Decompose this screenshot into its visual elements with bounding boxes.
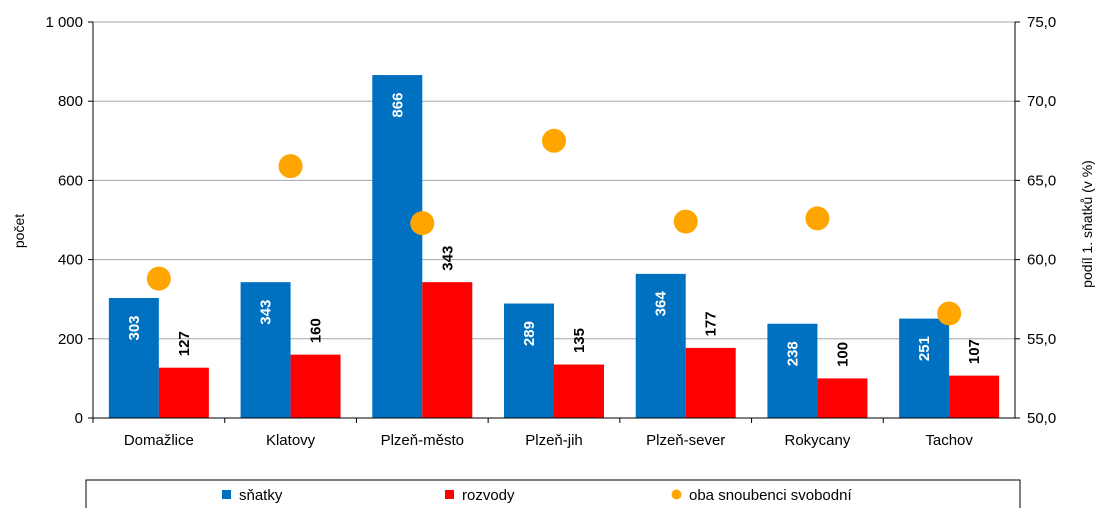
legend-swatch — [445, 490, 454, 499]
marker-oba-snoubenci — [937, 301, 962, 326]
bar-snatky — [504, 303, 554, 418]
y-axis-title: počet — [11, 214, 27, 248]
bar-rozvody — [949, 375, 1000, 418]
data-label-rozvody: 127 — [176, 331, 193, 356]
legend-swatch — [671, 489, 682, 500]
legend-swatch — [222, 490, 231, 499]
data-labels: 303 127 343 160 866 343 289 135 364 177 238 100 251 1… — [126, 93, 983, 367]
legend-label: sňatky — [239, 487, 283, 504]
data-label-snatky: 238 — [784, 341, 801, 366]
x-tick-label: Plzeň-sever — [646, 432, 725, 449]
y2-axis-title: podíl 1. sňatků (v %) — [1079, 160, 1095, 288]
bar-snatky — [108, 298, 159, 418]
y-tick-label: 200 — [58, 331, 83, 348]
bars — [108, 75, 1000, 419]
data-label-rozvody: 100 — [834, 342, 851, 367]
y2-tick-label: 75,0 — [1027, 14, 1056, 31]
data-label-snatky: 303 — [126, 315, 143, 340]
y-tick-label: 800 — [58, 93, 83, 110]
data-label-snatky: 289 — [521, 321, 538, 346]
marker-oba-snoubenci — [673, 209, 698, 234]
bar-snatky — [372, 75, 423, 419]
x-tick-label: Plzeň-jih — [525, 432, 583, 449]
x-tick-label: Klatovy — [266, 432, 316, 449]
bar-rozvody — [817, 378, 868, 418]
bar-rozvody — [158, 367, 209, 418]
marker-oba-snoubenci — [146, 266, 171, 291]
marker-oba-snoubenci — [542, 128, 566, 153]
x-tick-label: Tachov — [925, 432, 973, 449]
x-tick-label: Plzeň-město — [381, 432, 464, 449]
legend-label: oba snoubenci svobodní — [689, 487, 852, 504]
y2-tick-label: 65,0 — [1027, 172, 1056, 189]
data-label-rozvody: 107 — [966, 339, 983, 364]
marker-oba-snoubenci — [805, 206, 830, 231]
data-label-rozvody: 177 — [703, 311, 720, 336]
share-markers — [146, 128, 962, 326]
marker-oba-snoubenci — [278, 154, 303, 179]
bar-snatky — [635, 273, 686, 418]
legend-box — [85, 479, 1021, 508]
bar-snatky — [240, 282, 291, 418]
bar-rozvody — [685, 347, 736, 418]
data-label-rozvody: 343 — [439, 246, 456, 271]
data-label-snatky: 343 — [258, 300, 275, 325]
x-tick-label: Domažlice — [124, 432, 194, 449]
bar-rozvody — [422, 282, 473, 418]
marker-oba-snoubenci — [410, 211, 435, 236]
y-tick-label: 400 — [58, 252, 83, 269]
y2-tick-label: 50,0 — [1027, 410, 1056, 427]
bar-rozvody — [554, 364, 604, 418]
legend-label: rozvody — [462, 487, 515, 504]
bar-snatky — [767, 323, 818, 418]
data-label-rozvody: 135 — [571, 328, 588, 353]
data-label-rozvody: 160 — [308, 318, 325, 343]
x-tick-label: Rokycany — [784, 432, 850, 449]
bar-rozvody — [290, 354, 341, 418]
y-tick-label: 600 — [58, 172, 83, 189]
data-label-snatky: 251 — [916, 336, 933, 361]
y2-tick-label: 60,0 — [1027, 252, 1056, 269]
y-tick-label: 1 000 — [45, 14, 83, 31]
y-tick-label: 0 — [75, 410, 83, 427]
y2-tick-label: 70,0 — [1027, 93, 1056, 110]
grid-lines — [93, 21, 1015, 340]
data-label-snatky: 866 — [389, 93, 406, 118]
legend: sňatky rozvody oba snoubenci svobodní — [85, 479, 1021, 508]
data-label-snatky: 364 — [653, 291, 670, 317]
bar-snatky — [899, 318, 950, 418]
y2-tick-label: 55,0 — [1027, 331, 1056, 348]
axes: 0 200 400 600 800 1 000 50,0 55,0 60,0 65,0 70,0 75… — [45, 14, 1056, 449]
